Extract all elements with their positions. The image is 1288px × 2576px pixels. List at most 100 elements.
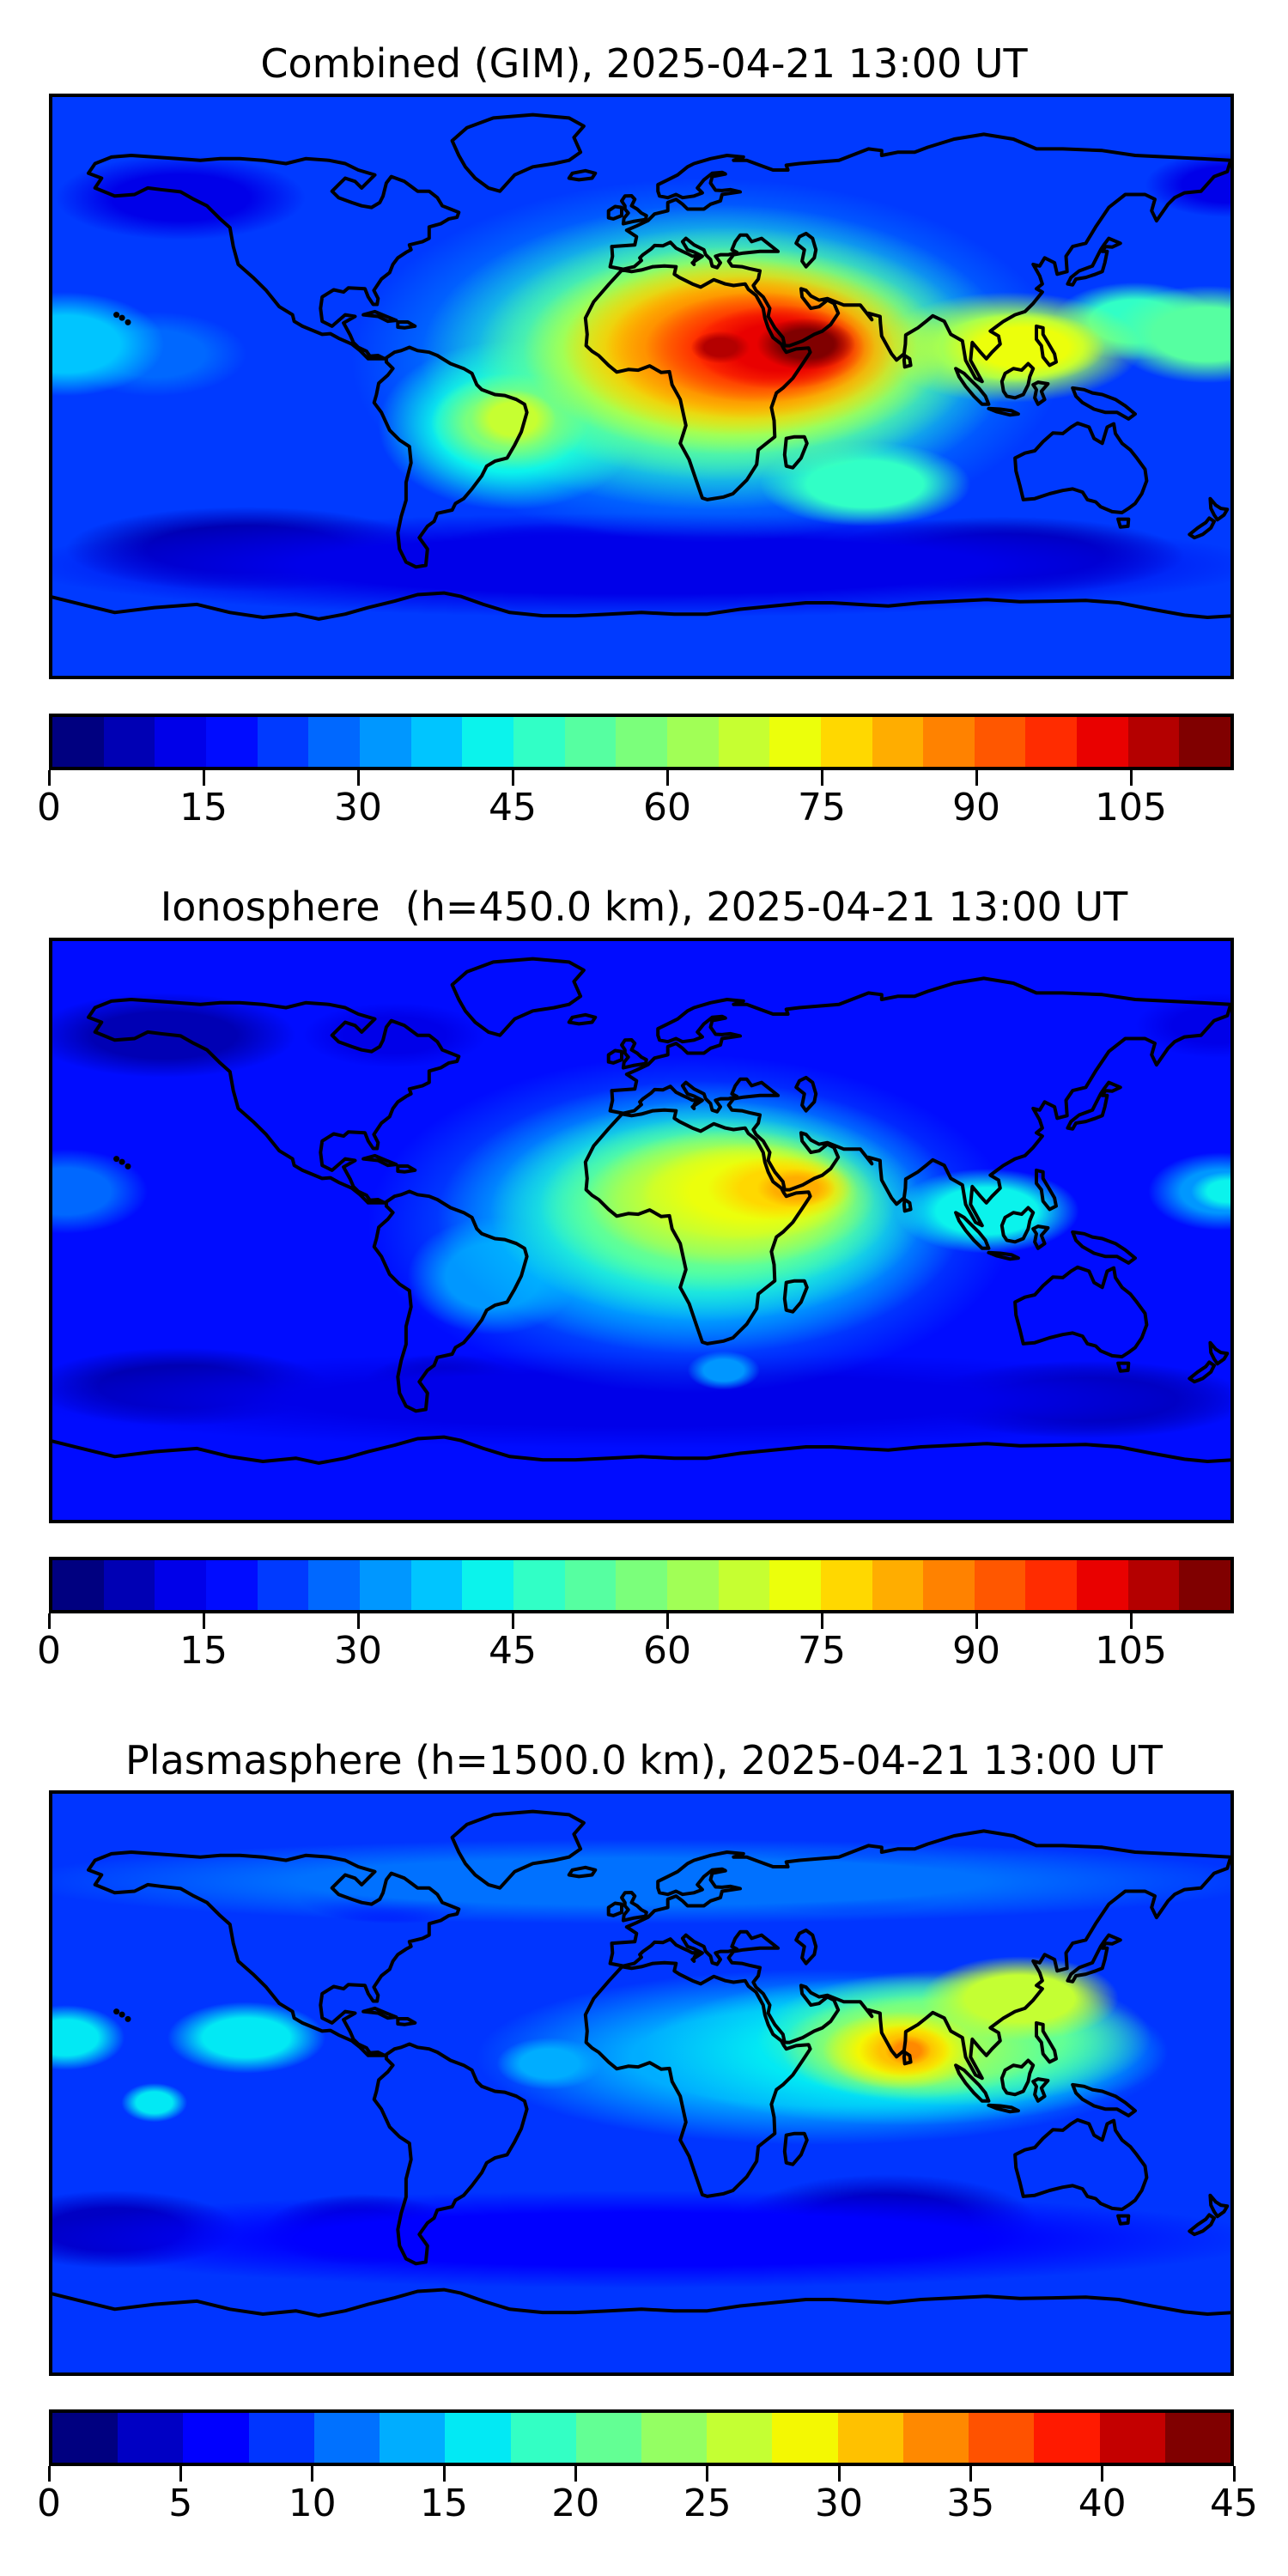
colorbar-ionosphere — [49, 1557, 1234, 1613]
coastline — [1071, 1230, 1137, 1265]
colorbar-segment — [769, 717, 821, 767]
colorbar-segment — [974, 717, 1026, 767]
coastline — [361, 309, 398, 324]
coastline — [999, 2058, 1036, 2097]
colorbar-segment — [718, 1560, 770, 1610]
colorbar-tick — [1232, 2466, 1236, 2482]
coastline — [1116, 517, 1131, 529]
colorbar-tick — [47, 2466, 51, 2482]
colorbar-segment — [103, 1560, 155, 1610]
colorbar-segment — [1127, 717, 1180, 767]
colorbar-segment — [820, 717, 872, 767]
colorbar-segment — [445, 2413, 511, 2463]
coastline — [987, 2103, 1020, 2114]
world-map-combined — [49, 94, 1234, 679]
colorbar-segment — [641, 2413, 708, 2463]
island-dot — [113, 1156, 120, 1163]
colorbar-segment — [410, 1560, 463, 1610]
coastline — [87, 998, 461, 1205]
colorbar-segment — [902, 2413, 969, 2463]
colorbar-segment — [1077, 717, 1128, 767]
colorbar-segment — [359, 717, 411, 767]
coastline — [361, 2006, 398, 2020]
coastline — [1013, 2117, 1149, 2211]
colorbar-tick-label: 105 — [1095, 1629, 1167, 1673]
colorbar-tick-label: 35 — [946, 2482, 995, 2525]
coastline — [987, 406, 1020, 417]
colorbar-segment — [118, 2413, 184, 2463]
colorbar-segment — [205, 717, 258, 767]
colorbar-segment — [837, 2413, 903, 2463]
colorbar-segment — [155, 717, 206, 767]
colorbar-segment — [1179, 1560, 1231, 1610]
colorbar-tick-label: 90 — [952, 1629, 1000, 1673]
colorbar-segment — [666, 717, 719, 767]
coastline — [87, 1850, 461, 2057]
colorbar-segment — [257, 1560, 309, 1610]
map-frame — [49, 94, 1234, 679]
colorbar-tick-label: 10 — [288, 2482, 337, 2525]
colorbar-segment — [872, 717, 924, 767]
colorbar-segment — [969, 2413, 1035, 2463]
coastline — [782, 1279, 809, 1314]
colorbar-tick — [47, 1613, 51, 1629]
coastline — [567, 168, 598, 182]
coastline — [1035, 1168, 1058, 1212]
coastline — [606, 204, 623, 221]
coastline — [1208, 1340, 1230, 1366]
coastline — [49, 1435, 1234, 1465]
colorbar-tick-label: 45 — [489, 1629, 537, 1673]
colorbar-segment — [52, 2413, 118, 2463]
colorbar-segment — [52, 717, 104, 767]
colorbar-tick — [311, 2466, 314, 2482]
coastline — [1066, 1080, 1122, 1131]
coastline — [450, 957, 586, 1037]
colorbar-segment — [308, 717, 360, 767]
coastline — [49, 2287, 1234, 2318]
coastline — [987, 1250, 1020, 1261]
colorbar-tick-label: 105 — [1095, 786, 1167, 829]
colorbar-segment — [666, 1560, 719, 1610]
coastline — [606, 1048, 623, 1065]
colorbar-tick — [820, 770, 823, 786]
colorbar-tick — [574, 2466, 577, 2482]
island-dot — [113, 2008, 120, 2015]
colorbar-segment — [1025, 1560, 1078, 1610]
colorbar-tick-label: 30 — [334, 786, 382, 829]
colorbar-tick — [356, 1613, 360, 1629]
coastline — [1071, 2082, 1137, 2117]
colorbar-tick-label: 15 — [179, 786, 228, 829]
colorbar-tick — [665, 770, 669, 786]
colorbar-tick — [975, 770, 978, 786]
coastline — [954, 1211, 991, 1250]
coastline — [620, 194, 648, 226]
panel-title-combined: Combined (GIM), 2025-04-21 13:00 UT — [260, 40, 1028, 87]
colorbar-tick-label: 45 — [1210, 2482, 1258, 2525]
colorbar-tick — [975, 1613, 978, 1629]
colorbar-segment — [510, 2413, 576, 2463]
colorbar-tick-label: 60 — [643, 1629, 691, 1673]
colorbar-tick — [202, 770, 205, 786]
coastline — [620, 1891, 648, 1923]
colorbar-segment — [707, 2413, 773, 2463]
colorbar-ticks-combined — [47, 770, 1234, 786]
coastline — [902, 2050, 913, 2066]
colorbar-segment — [1034, 2413, 1100, 2463]
tec-field — [49, 1838, 1234, 2288]
colorbar-segment — [616, 717, 667, 767]
island-dot — [125, 319, 131, 325]
coastline — [1013, 421, 1149, 514]
coastline — [1066, 1933, 1122, 1984]
colorbar-segment — [872, 1560, 924, 1610]
coastline — [1208, 496, 1230, 522]
colorbar-tick-label: 40 — [1078, 2482, 1127, 2525]
coastline — [794, 1928, 818, 1965]
island-dot — [125, 1163, 131, 1170]
colorbar-segment — [52, 1560, 104, 1610]
world-map-plasmasphere — [49, 1790, 1234, 2376]
colorbar-segment — [769, 1560, 821, 1610]
coastline — [1208, 2193, 1230, 2219]
coastline — [608, 1829, 1233, 2081]
colorbar-tick — [202, 1613, 205, 1629]
